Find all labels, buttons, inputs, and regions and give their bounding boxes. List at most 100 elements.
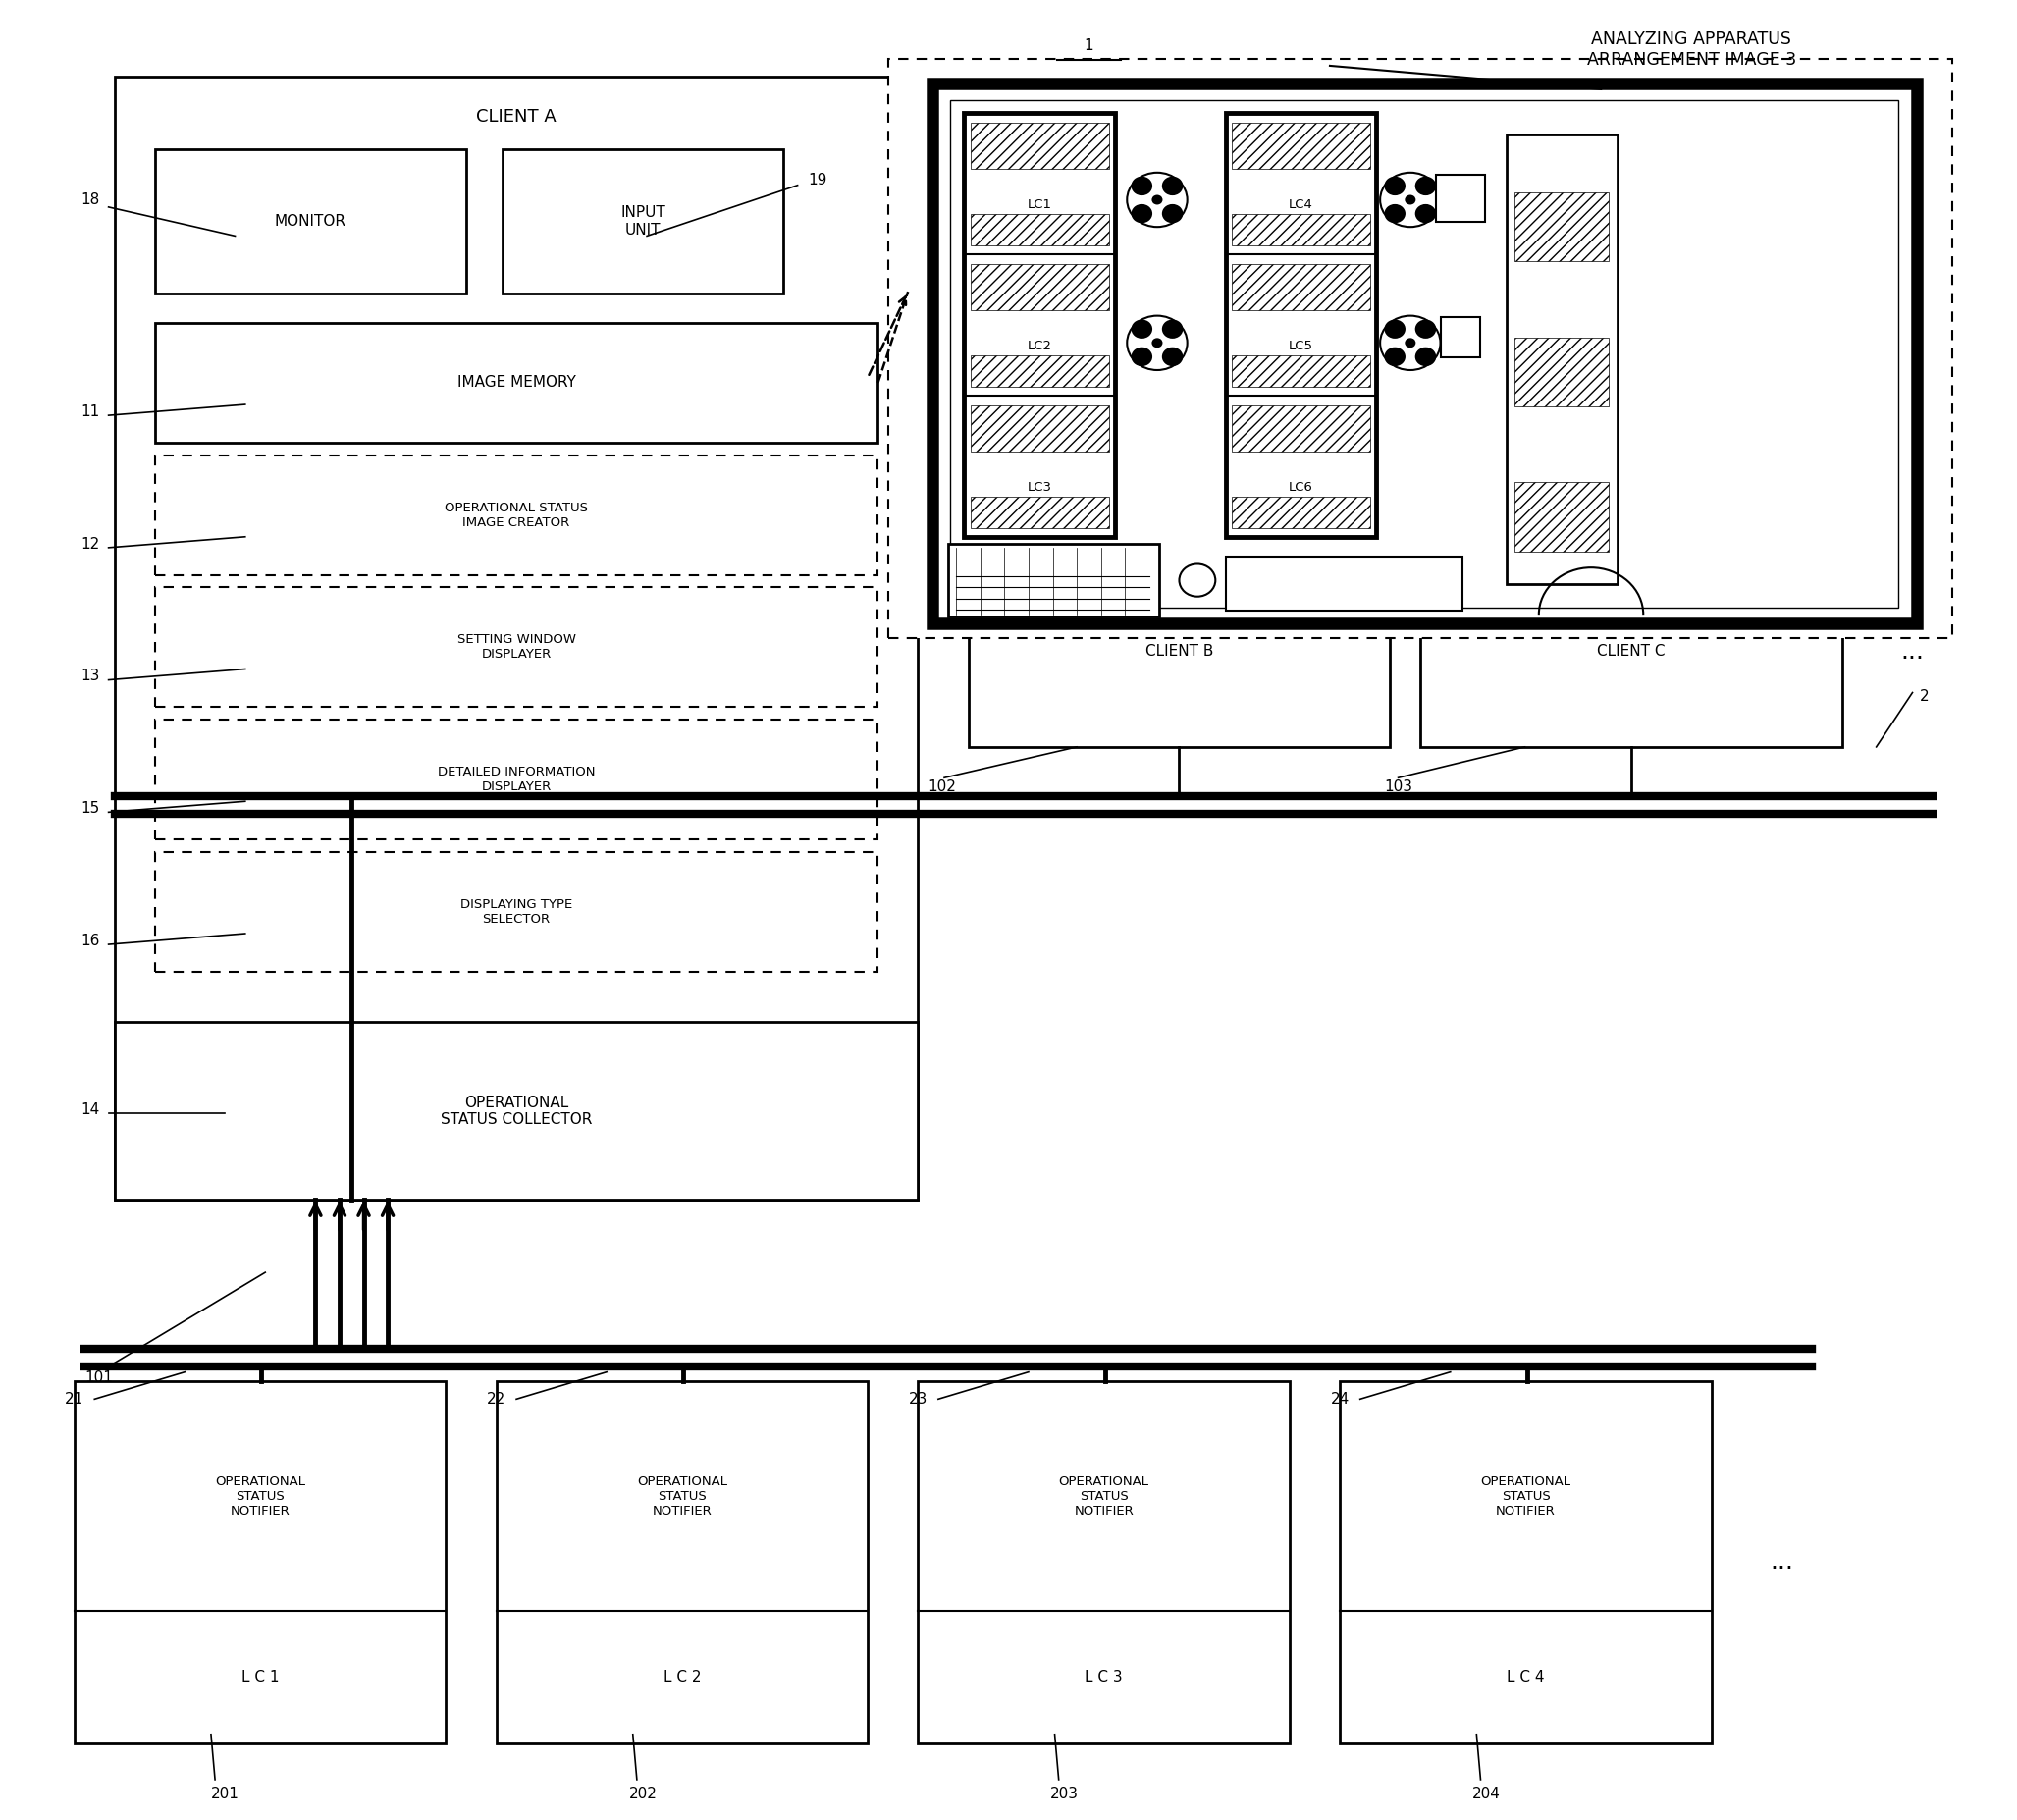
Bar <box>1232 264 1370 311</box>
Bar <box>1515 337 1610 406</box>
Circle shape <box>1416 348 1436 366</box>
Circle shape <box>1162 320 1184 339</box>
Bar <box>1232 215 1370 246</box>
Bar <box>1226 113 1376 537</box>
Text: LC4: LC4 <box>1289 198 1313 211</box>
Bar <box>970 355 1109 386</box>
Text: SETTING WINDOW
DISPLAYER: SETTING WINDOW DISPLAYER <box>458 633 575 661</box>
Bar <box>948 544 1160 617</box>
Circle shape <box>1384 348 1406 366</box>
Circle shape <box>1416 177 1436 195</box>
Circle shape <box>1132 320 1152 339</box>
Bar <box>1226 557 1462 612</box>
Text: CLIENT C: CLIENT C <box>1597 644 1666 659</box>
Text: 16: 16 <box>81 934 101 948</box>
Bar <box>950 100 1898 608</box>
Circle shape <box>1162 177 1184 195</box>
Text: 18: 18 <box>81 193 101 207</box>
Bar <box>1232 355 1370 386</box>
Text: L C 1: L C 1 <box>242 1671 278 1685</box>
Bar <box>1515 193 1610 262</box>
Bar <box>155 852 877 972</box>
Bar <box>964 113 1115 537</box>
Bar <box>155 455 877 575</box>
Text: 201: 201 <box>212 1787 240 1802</box>
Text: OPERATIONAL STATUS
IMAGE CREATOR: OPERATIONAL STATUS IMAGE CREATOR <box>444 501 589 530</box>
Bar <box>1436 175 1485 222</box>
Text: 101: 101 <box>85 1370 113 1385</box>
Bar <box>1507 135 1618 584</box>
Text: LC6: LC6 <box>1289 480 1313 493</box>
Bar <box>1440 317 1480 357</box>
Text: DISPLAYING TYPE
SELECTOR: DISPLAYING TYPE SELECTOR <box>460 897 573 926</box>
Text: ...: ... <box>1900 641 1924 664</box>
Text: DETAILED INFORMATION
DISPLAYER: DETAILED INFORMATION DISPLAYER <box>438 766 595 794</box>
Bar <box>115 76 918 1199</box>
Text: CLIENT B: CLIENT B <box>1146 644 1214 659</box>
Bar <box>1515 482 1610 551</box>
Text: L C 3: L C 3 <box>1085 1671 1123 1685</box>
Bar <box>887 58 1952 639</box>
Text: 23: 23 <box>908 1392 928 1407</box>
Text: LC2: LC2 <box>1027 340 1053 353</box>
Circle shape <box>1152 339 1162 348</box>
Text: 204: 204 <box>1472 1787 1501 1802</box>
Circle shape <box>1162 204 1184 224</box>
Text: 202: 202 <box>629 1787 658 1802</box>
Bar <box>1232 406 1370 451</box>
Text: OPERATIONAL
STATUS COLLECTOR: OPERATIONAL STATUS COLLECTOR <box>440 1096 593 1127</box>
Bar <box>155 149 466 295</box>
Text: IMAGE MEMORY: IMAGE MEMORY <box>458 375 575 389</box>
Circle shape <box>1384 204 1406 224</box>
Circle shape <box>1404 339 1416 348</box>
Text: ...: ... <box>1771 1551 1793 1574</box>
Text: LC5: LC5 <box>1289 340 1313 353</box>
Bar <box>970 215 1109 246</box>
Text: 103: 103 <box>1384 779 1412 794</box>
Bar <box>496 1381 867 1744</box>
Text: 1: 1 <box>1083 38 1093 53</box>
Circle shape <box>1162 348 1184 366</box>
Bar <box>1420 557 1842 746</box>
Text: 24: 24 <box>1331 1392 1349 1407</box>
Bar <box>968 557 1390 746</box>
Text: 203: 203 <box>1051 1787 1079 1802</box>
Text: OPERATIONAL
STATUS
NOTIFIER: OPERATIONAL STATUS NOTIFIER <box>1059 1474 1150 1518</box>
Text: 22: 22 <box>486 1392 506 1407</box>
Bar <box>970 497 1109 528</box>
Bar <box>1232 122 1370 169</box>
Bar <box>932 84 1916 624</box>
Bar <box>75 1381 446 1744</box>
Text: 15: 15 <box>81 801 101 815</box>
Circle shape <box>1132 204 1152 224</box>
Text: INPUT
UNIT: INPUT UNIT <box>621 206 666 237</box>
Bar <box>970 406 1109 451</box>
Text: OPERATIONAL
STATUS
NOTIFIER: OPERATIONAL STATUS NOTIFIER <box>1480 1474 1571 1518</box>
Text: OPERATIONAL
STATUS
NOTIFIER: OPERATIONAL STATUS NOTIFIER <box>216 1474 305 1518</box>
Bar <box>1232 497 1370 528</box>
Text: 11: 11 <box>81 404 101 419</box>
Circle shape <box>1152 195 1162 204</box>
Bar <box>918 1381 1289 1744</box>
Text: LC1: LC1 <box>1027 198 1053 211</box>
Bar <box>155 588 877 708</box>
Text: OPERATIONAL
STATUS
NOTIFIER: OPERATIONAL STATUS NOTIFIER <box>637 1474 728 1518</box>
Circle shape <box>1132 177 1152 195</box>
Circle shape <box>1416 320 1436 339</box>
Circle shape <box>1132 348 1152 366</box>
Text: CLIENT A: CLIENT A <box>476 107 557 126</box>
Text: L C 4: L C 4 <box>1507 1671 1545 1685</box>
Text: 14: 14 <box>81 1101 101 1117</box>
Bar <box>155 719 877 839</box>
Text: 102: 102 <box>928 779 956 794</box>
Bar <box>1339 1381 1712 1744</box>
Bar <box>502 149 783 295</box>
Bar <box>970 264 1109 311</box>
Text: L C 2: L C 2 <box>664 1671 702 1685</box>
Text: 13: 13 <box>81 670 101 684</box>
Text: MONITOR: MONITOR <box>274 215 347 229</box>
Bar <box>155 322 877 442</box>
Text: 2: 2 <box>1920 688 1928 704</box>
Bar <box>970 122 1109 169</box>
Bar <box>115 1023 918 1199</box>
